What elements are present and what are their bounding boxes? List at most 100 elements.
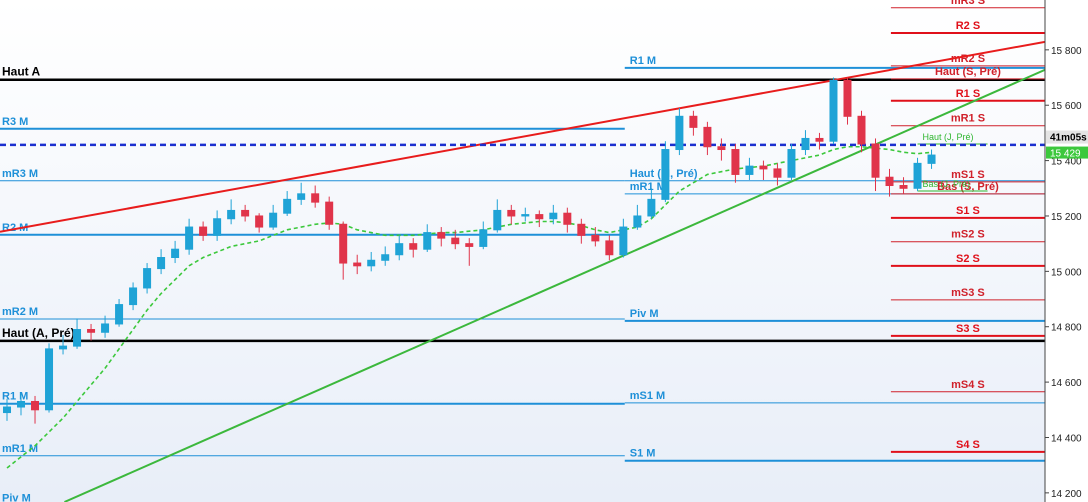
level-label: mS4 S bbox=[951, 379, 985, 391]
candle-body bbox=[199, 226, 208, 236]
candle-body bbox=[661, 149, 670, 200]
candle-body bbox=[871, 143, 880, 178]
candle-body bbox=[185, 226, 194, 250]
candle-body bbox=[129, 287, 138, 306]
candle-body bbox=[73, 328, 82, 347]
level-label: R1 M bbox=[2, 391, 28, 403]
candle-body bbox=[213, 218, 222, 236]
candle-body bbox=[45, 348, 54, 411]
candle-body bbox=[465, 243, 474, 247]
axis-area: 14 200 14 400 14 600 14 800 15 000 15 200 15 4… bbox=[1045, 46, 1088, 500]
y-tick-label: 15 400 bbox=[1051, 157, 1082, 168]
candle-body bbox=[87, 328, 96, 333]
candle-body bbox=[689, 115, 698, 128]
candle-body bbox=[633, 215, 642, 228]
candle-body bbox=[927, 154, 936, 164]
candle-body bbox=[507, 209, 516, 217]
level-label: mR1 M bbox=[2, 443, 38, 455]
candle-body bbox=[3, 406, 12, 414]
y-tick-label: 15 200 bbox=[1051, 212, 1082, 223]
candle-body bbox=[241, 209, 250, 217]
candle-body bbox=[395, 243, 404, 256]
candle-body bbox=[31, 400, 40, 411]
candle-body bbox=[171, 248, 180, 259]
countdown: 41m05s bbox=[1050, 133, 1087, 144]
level-label: Piv M bbox=[630, 308, 659, 320]
level-label: R1 S bbox=[956, 88, 980, 100]
level-label: mR1 M bbox=[630, 181, 666, 193]
candle-body bbox=[745, 165, 754, 175]
candle-body bbox=[423, 232, 432, 250]
candle-body bbox=[717, 146, 726, 151]
candle-body bbox=[675, 115, 684, 151]
level-label: mS1 M bbox=[630, 390, 665, 402]
candle-body bbox=[913, 162, 922, 189]
candle-body bbox=[829, 79, 838, 142]
level-label: Piv M bbox=[2, 492, 31, 502]
level-label: R2 S bbox=[956, 20, 980, 32]
candle-body bbox=[339, 223, 348, 264]
level-label: Haut A bbox=[2, 65, 41, 79]
candle-body bbox=[227, 209, 236, 220]
level-label: Haut (A, Pré) bbox=[2, 326, 75, 340]
y-tick-label: 14 200 bbox=[1051, 489, 1082, 500]
candle-body bbox=[409, 243, 418, 250]
level-label: S1 S bbox=[956, 205, 980, 217]
candle-body bbox=[479, 229, 488, 247]
candle-body bbox=[591, 234, 600, 242]
trendline bbox=[64, 68, 1045, 502]
level-label: S1 M bbox=[630, 448, 656, 460]
price-tag: 15 429 bbox=[1050, 149, 1081, 160]
candle-body bbox=[283, 198, 292, 214]
level-label: mR2 S bbox=[951, 53, 985, 65]
candle-body bbox=[353, 262, 362, 267]
candle-body bbox=[437, 232, 446, 239]
candle-body bbox=[731, 149, 740, 175]
level-label: mR1 S bbox=[951, 113, 985, 125]
candle-body bbox=[297, 193, 306, 200]
level-label: mR2 M bbox=[2, 306, 38, 318]
level-label: Bas (S, Pré) bbox=[937, 181, 999, 193]
level-label: Haut (J, Pré) bbox=[923, 132, 974, 142]
candle-body bbox=[563, 212, 572, 225]
y-tick-label: 15 800 bbox=[1051, 46, 1082, 57]
trendline bbox=[0, 40, 1045, 233]
level-label: mR3 M bbox=[2, 168, 38, 180]
level-label: mS1 S bbox=[951, 169, 985, 181]
level-label: R3 M bbox=[2, 116, 28, 128]
countdown-box bbox=[1046, 130, 1088, 144]
candle-body bbox=[311, 193, 320, 203]
level-label: S4 S bbox=[956, 439, 980, 451]
candle-body bbox=[325, 201, 334, 225]
y-tick-label: 15 000 bbox=[1051, 267, 1082, 278]
candle-body bbox=[899, 185, 908, 189]
candle-body bbox=[101, 323, 110, 333]
level-label: mR3 S bbox=[951, 0, 985, 7]
candle-body bbox=[521, 214, 530, 217]
price-tag-box bbox=[1046, 146, 1088, 159]
candle-body bbox=[815, 137, 824, 142]
candle-body bbox=[549, 212, 558, 220]
y-tick-label: 14 400 bbox=[1051, 433, 1082, 444]
candle-body bbox=[773, 168, 782, 178]
candle-body bbox=[381, 254, 390, 261]
candle-body bbox=[605, 240, 614, 256]
level-label: mS3 S bbox=[951, 287, 985, 299]
candle-body bbox=[269, 212, 278, 228]
candle-body bbox=[759, 165, 768, 170]
candle-body bbox=[17, 400, 26, 408]
candle-body bbox=[787, 149, 796, 178]
candle-body bbox=[143, 268, 152, 289]
candle-body bbox=[367, 259, 376, 267]
candle-body bbox=[493, 209, 502, 231]
candle-body bbox=[577, 223, 586, 236]
candle-body bbox=[255, 215, 264, 228]
candle-body bbox=[535, 214, 544, 220]
level-label: S3 S bbox=[956, 323, 980, 335]
level-label: mS2 S bbox=[951, 229, 985, 241]
y-tick-label: 15 600 bbox=[1051, 101, 1082, 112]
candle-body bbox=[619, 226, 628, 256]
candle-body bbox=[801, 137, 810, 151]
